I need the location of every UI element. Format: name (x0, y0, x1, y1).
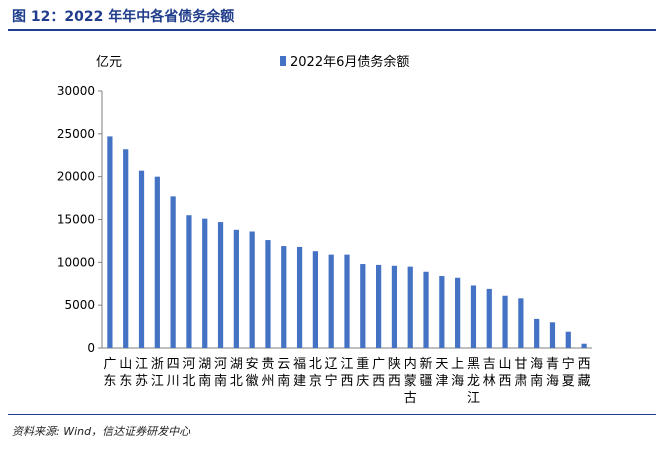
x-axis-labels: 广东山东江苏浙江四川河北湖南河南湖北安徽贵州云南福建北京辽宁江西重庆广西陕西内蒙… (103, 356, 590, 406)
bar (486, 288, 492, 348)
bar (423, 271, 429, 348)
x-tick-label: 江苏 (135, 357, 148, 389)
bar (360, 264, 366, 348)
x-tick-label: 山西 (499, 357, 512, 389)
bar (534, 318, 540, 348)
x-tick-label: 辽宁 (325, 357, 338, 389)
bar (186, 215, 192, 348)
legend-swatch (280, 56, 286, 66)
x-tick-label: 吉林 (483, 357, 496, 389)
x-tick-label: 内蒙古 (404, 356, 417, 406)
bar (154, 176, 160, 348)
source-note: 资料来源: Wind，信达证券研发中心 (12, 425, 191, 438)
x-tick-label: 海南 (530, 357, 543, 389)
x-tick-label: 黑龙江 (467, 357, 480, 406)
x-tick-label: 甘肃 (514, 357, 527, 389)
y-tick-label: 20000 (57, 170, 95, 184)
y-axis: 0 5000 10000 15000 20000 25000 30000 (57, 84, 592, 355)
bar (202, 218, 208, 348)
bar (233, 229, 239, 348)
x-tick-label: 上海 (451, 357, 464, 389)
x-tick-label: 广东 (103, 357, 116, 389)
x-tick-label: 浙江 (151, 357, 164, 389)
x-tick-label: 北京 (309, 357, 322, 389)
bar (502, 295, 508, 348)
bar (123, 149, 129, 348)
y-unit-label: 亿元 (96, 55, 122, 70)
x-tick-label: 西藏 (578, 357, 591, 389)
x-tick-label: 安徽 (246, 357, 259, 389)
figure-title: 图 12：2022 年年中各省债务余额 (12, 9, 235, 25)
bar (138, 170, 145, 348)
bar (407, 266, 413, 348)
x-tick-label: 江西 (340, 357, 353, 389)
x-tick-label: 青海 (546, 357, 559, 389)
bar (328, 254, 334, 348)
bar (312, 251, 318, 348)
bar (281, 246, 287, 348)
y-tick-label: 10000 (57, 255, 95, 269)
bars (107, 136, 587, 348)
bar (217, 222, 224, 348)
bar (391, 265, 398, 348)
x-tick-label: 贵州 (261, 357, 274, 389)
bar (107, 136, 113, 348)
bar (470, 285, 477, 348)
x-tick-label: 天津 (435, 357, 448, 389)
legend-label: 2022年6月债务余额 (290, 54, 409, 70)
x-tick-label: 福建 (293, 357, 306, 389)
x-tick-label: 云南 (277, 357, 290, 389)
x-tick-label: 山东 (119, 357, 132, 389)
bar (249, 231, 255, 348)
bar (265, 240, 271, 348)
title-rule (8, 29, 656, 31)
x-tick-label: 湖南 (198, 357, 211, 389)
x-tick-label: 河南 (214, 357, 227, 389)
bar (376, 264, 382, 348)
bar (518, 298, 524, 348)
x-tick-label: 河北 (182, 357, 195, 389)
y-tick-label: 0 (87, 341, 95, 355)
bar (581, 343, 587, 348)
bar (439, 276, 445, 348)
y-tick-label: 15000 (57, 213, 95, 227)
x-tick-label: 新疆 (420, 356, 433, 389)
bar-chart: 亿元 2022年6月债务余额 0 5000 10000 15000 20000 25000… (57, 54, 592, 406)
y-tick-label: 5000 (64, 298, 95, 312)
x-tick-label: 广西 (372, 357, 385, 389)
bar (344, 254, 350, 348)
x-tick-label: 陕西 (388, 357, 401, 389)
bar (296, 246, 303, 348)
x-tick-label: 重庆 (356, 356, 369, 389)
bar (170, 196, 176, 348)
x-tick-label: 四川 (167, 357, 180, 389)
x-tick-label: 宁夏 (562, 356, 575, 389)
bar (565, 331, 571, 348)
y-tick-label: 30000 (57, 84, 95, 98)
x-tick-label: 湖北 (230, 357, 243, 389)
bar (549, 322, 556, 348)
y-tick-label: 25000 (57, 127, 95, 141)
footer-rule (8, 414, 656, 415)
bar (455, 277, 461, 348)
